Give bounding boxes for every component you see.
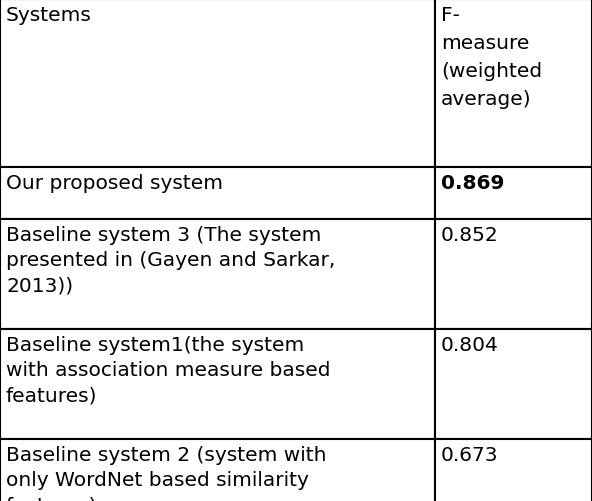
Bar <box>435 439 592 501</box>
Text: F-
measure
(weighted
average): F- measure (weighted average) <box>441 6 542 109</box>
Bar <box>0 329 435 439</box>
Bar <box>435 329 592 439</box>
Text: Baseline system1(the system
with association measure based
features): Baseline system1(the system with associa… <box>6 335 330 404</box>
Bar <box>435 0 592 168</box>
Text: Baseline system 2 (system with
only WordNet based similarity
features): Baseline system 2 (system with only Word… <box>6 445 327 501</box>
Text: Systems: Systems <box>6 6 92 25</box>
Text: Our proposed system: Our proposed system <box>6 174 223 192</box>
Bar <box>435 168 592 219</box>
Bar <box>0 219 435 329</box>
Text: 0.869: 0.869 <box>441 174 504 192</box>
Text: 0.852: 0.852 <box>441 225 499 244</box>
Bar <box>0 0 435 168</box>
Bar <box>435 219 592 329</box>
Bar <box>0 439 435 501</box>
Text: 0.804: 0.804 <box>441 335 499 354</box>
Text: Baseline system 3 (The system
presented in (Gayen and Sarkar,
2013)): Baseline system 3 (The system presented … <box>6 225 336 295</box>
Text: 0.673: 0.673 <box>441 445 498 464</box>
Bar <box>0 168 435 219</box>
